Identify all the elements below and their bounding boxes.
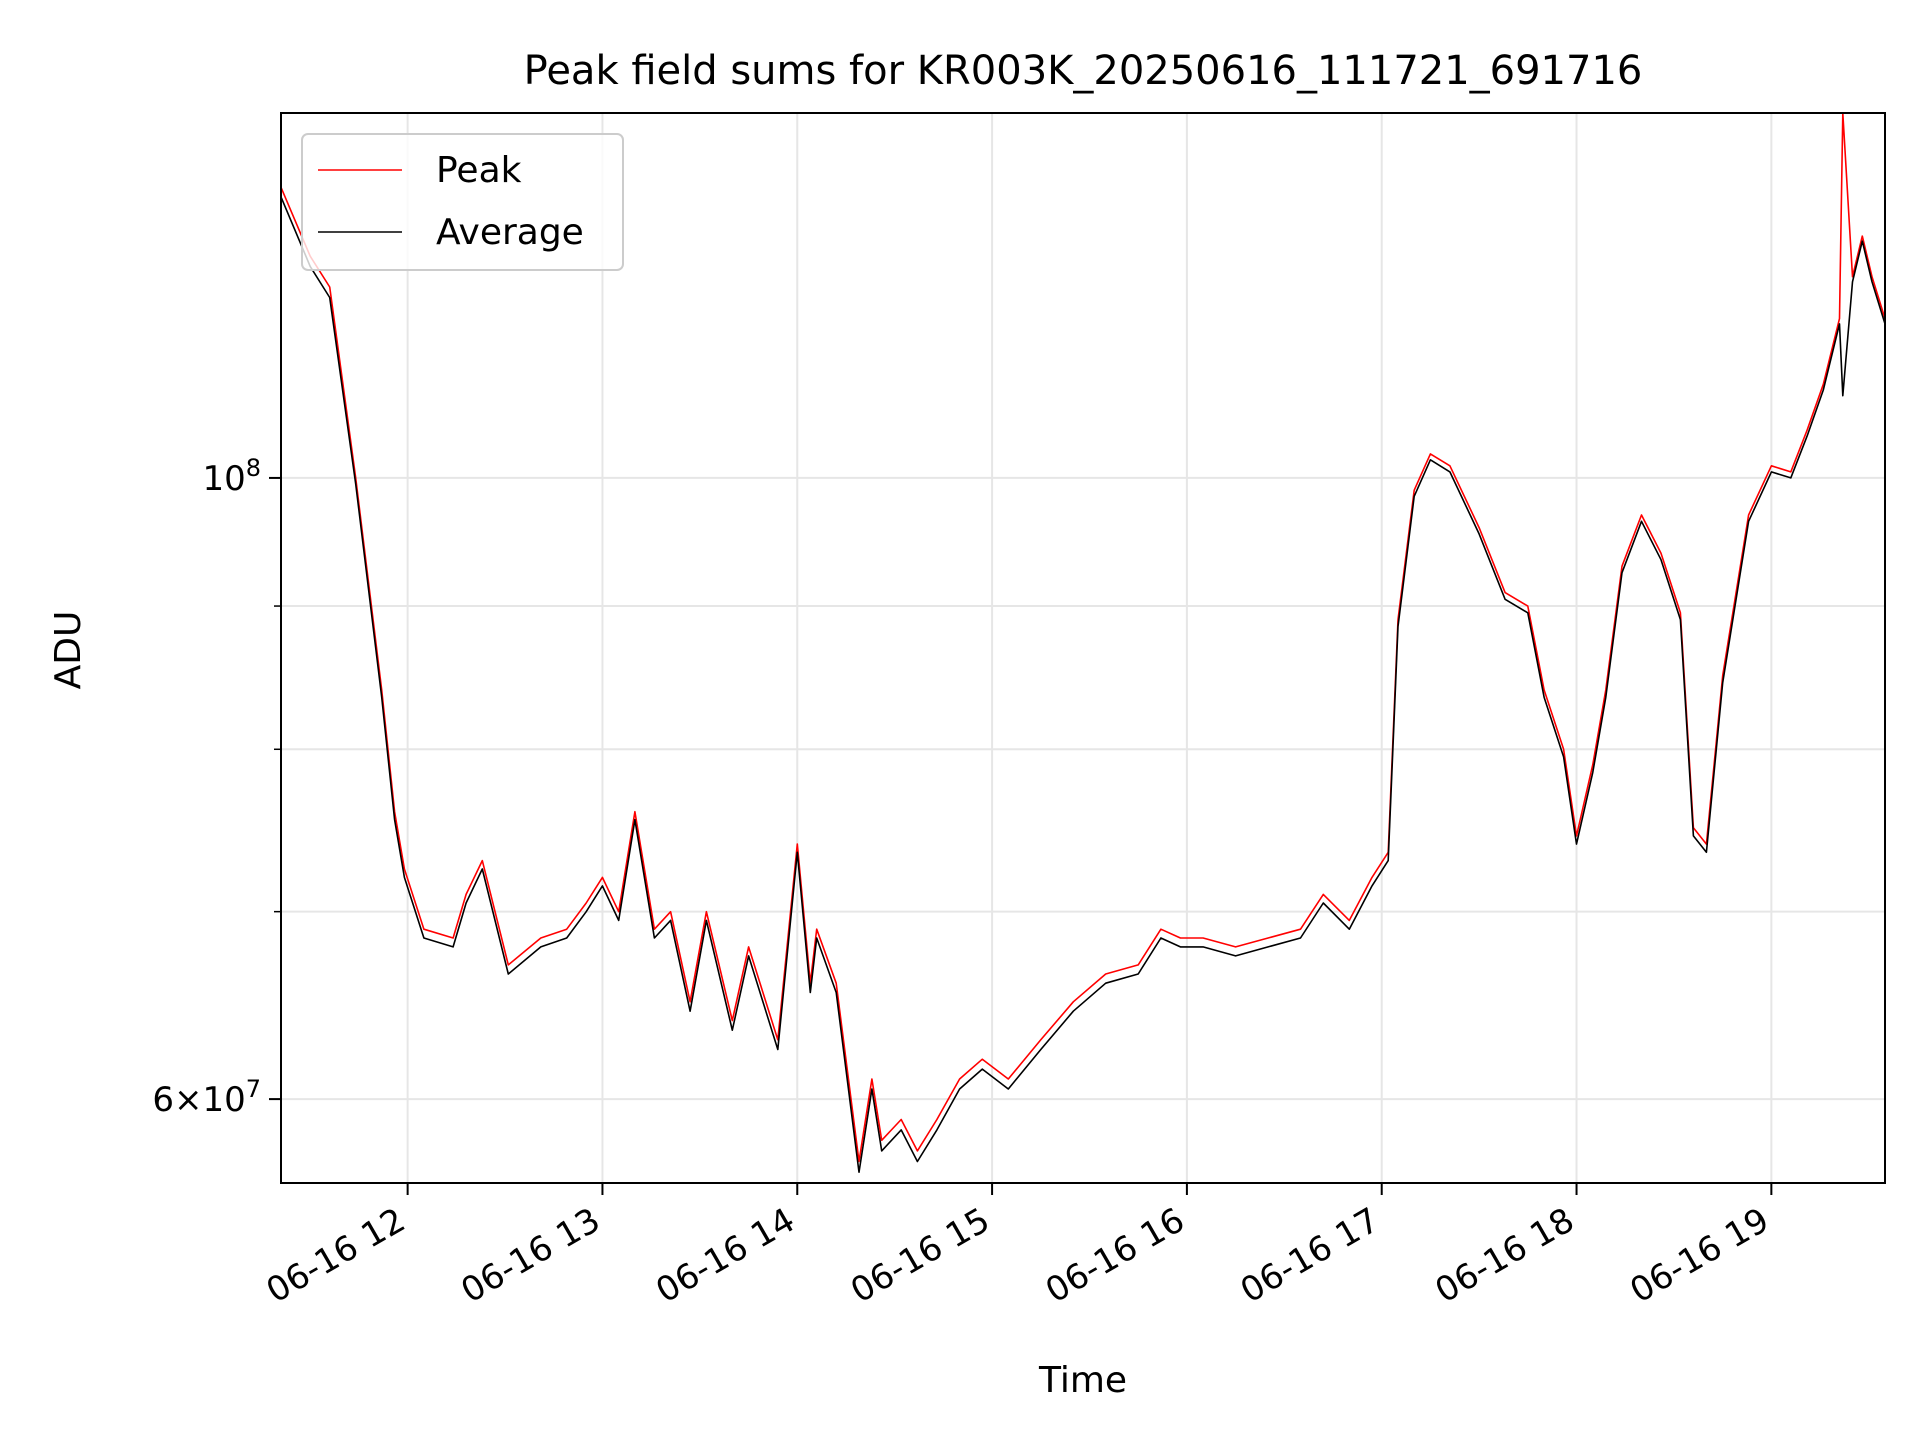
- legend: Peak Average: [301, 133, 624, 271]
- x-axis-label: Time: [1038, 1360, 1127, 1401]
- y-tick-label: 108: [202, 454, 261, 499]
- chart-title: Peak field sums for KR003K_20250616_1117…: [524, 48, 1643, 94]
- legend-label-peak: Peak: [436, 150, 522, 191]
- series-layer: [280, 112, 1886, 1173]
- series-line-average: [280, 196, 1886, 1173]
- y-tick-label: 6×107: [152, 1075, 261, 1120]
- y-axis-label: ADU: [48, 611, 89, 690]
- plot-frame: [280, 112, 1886, 1184]
- legend-label-average: Average: [436, 212, 584, 253]
- grid: [281, 113, 1885, 1183]
- legend-box: [301, 133, 624, 271]
